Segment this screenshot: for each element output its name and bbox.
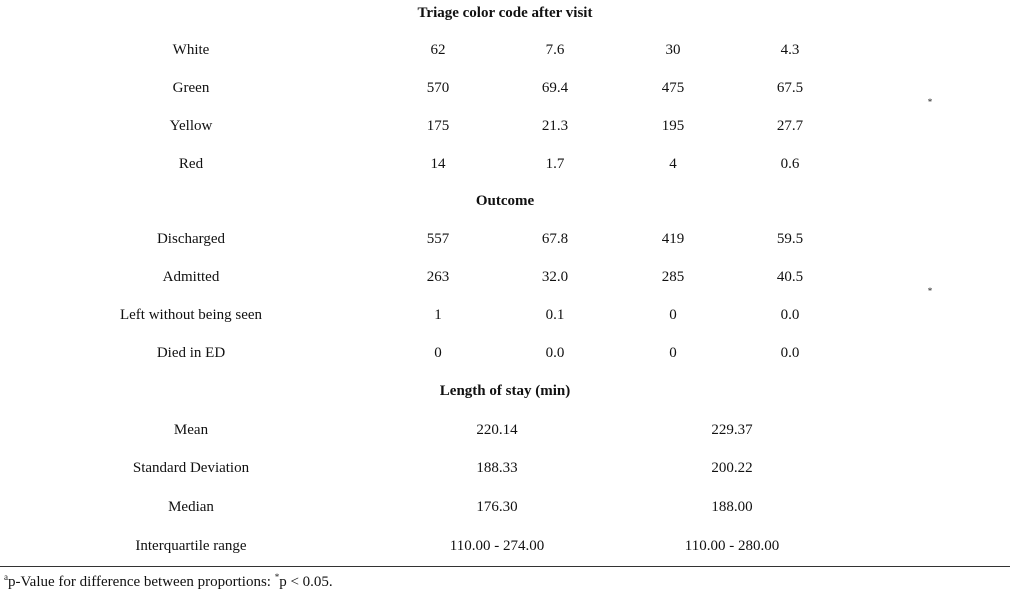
cell-count-1: 14 (430, 156, 446, 172)
cell-group-2: 200.22 (711, 460, 753, 476)
row-label: Died in ED (156, 345, 226, 361)
table-row: Median 176.30 188.00 (0, 497, 1010, 517)
significance-marker-outcome: * (927, 286, 933, 296)
table-row: Admitted 263 32.0 285 40.5 (0, 267, 1010, 287)
table-row: Green 570 69.4 475 67.5 (0, 78, 1010, 98)
row-label: Mean (173, 422, 209, 438)
table-row: Discharged 557 67.8 419 59.5 (0, 229, 1010, 249)
footnote-superscript-a: a (4, 572, 8, 582)
cell-group-1: 176.30 (476, 499, 518, 515)
cell-percent-2: 0.0 (780, 345, 800, 361)
cell-count-2: 30 (665, 42, 681, 58)
table-row: Left without being seen 1 0.1 0 0.0 (0, 305, 1010, 325)
row-label: Red (178, 156, 204, 172)
cell-count-2: 475 (661, 80, 685, 96)
cell-count-1: 263 (426, 269, 450, 285)
cell-percent-2: 27.7 (776, 118, 804, 134)
cell-group-2: 110.00 - 280.00 (684, 538, 780, 554)
cell-percent-1: 1.7 (545, 156, 565, 172)
cell-percent-1: 32.0 (541, 269, 569, 285)
table-footnote: ap-Value for difference between proporti… (4, 572, 333, 592)
table-row: Red 14 1.7 4 0.6 (0, 154, 1010, 174)
cell-count-1: 175 (426, 118, 450, 134)
cell-group-1: 188.33 (476, 460, 518, 476)
footnote-superscript-star: * (274, 572, 280, 582)
section-heading-length-of-stay: Length of stay (min) (439, 383, 571, 399)
footnote-text-b: p < 0.05. (279, 574, 333, 590)
cell-count-2: 0 (669, 345, 677, 361)
row-label: White (172, 42, 210, 58)
cell-group-2: 188.00 (711, 499, 753, 515)
cell-group-1: 110.00 - 274.00 (449, 538, 545, 554)
section-heading-outcome: Outcome (475, 193, 535, 209)
cell-percent-1: 67.8 (541, 231, 569, 247)
cell-count-2: 0 (669, 307, 677, 323)
cell-count-1: 62 (430, 42, 446, 58)
table-row: Mean 220.14 229.37 (0, 420, 1010, 440)
cell-count-2: 195 (661, 118, 685, 134)
cell-percent-2: 59.5 (776, 231, 804, 247)
row-label: Yellow (169, 118, 213, 134)
row-label: Interquartile range (135, 538, 247, 554)
cell-count-1: 570 (426, 80, 450, 96)
cell-percent-2: 40.5 (776, 269, 804, 285)
cell-group-2: 229.37 (711, 422, 753, 438)
table-row: White 62 7.6 30 4.3 (0, 40, 1010, 60)
section-heading-triage: Triage color code after visit (417, 5, 593, 21)
row-label: Admitted (162, 269, 220, 285)
cell-percent-2: 4.3 (780, 42, 800, 58)
row-label: Discharged (156, 231, 226, 247)
cell-count-2: 4 (669, 156, 677, 172)
cell-count-1: 557 (426, 231, 450, 247)
cell-percent-1: 0.1 (545, 307, 565, 323)
cell-percent-2: 67.5 (776, 80, 804, 96)
cell-percent-2: 0.6 (780, 156, 800, 172)
row-label: Left without being seen (119, 307, 263, 323)
cell-percent-1: 0.0 (545, 345, 565, 361)
cell-percent-2: 0.0 (780, 307, 800, 323)
cell-count-1: 0 (434, 345, 442, 361)
table-row: Standard Deviation 188.33 200.22 (0, 458, 1010, 478)
cell-count-1: 1 (434, 307, 442, 323)
cell-group-1: 220.14 (476, 422, 518, 438)
row-label: Green (172, 80, 210, 96)
cell-count-2: 419 (661, 231, 685, 247)
table-bottom-rule (0, 566, 1010, 567)
cell-percent-1: 7.6 (545, 42, 565, 58)
table-row: Died in ED 0 0.0 0 0.0 (0, 343, 1010, 363)
table-row: Interquartile range 110.00 - 274.00 110.… (0, 536, 1010, 556)
cell-percent-1: 69.4 (541, 80, 569, 96)
row-label: Standard Deviation (132, 460, 250, 476)
significance-marker-triage: * (927, 97, 933, 107)
footnote-text-a: p-Value for difference between proportio… (8, 574, 275, 590)
row-label: Median (168, 499, 214, 515)
table-row: Yellow 175 21.3 195 27.7 (0, 116, 1010, 136)
cell-percent-1: 21.3 (541, 118, 569, 134)
cell-count-2: 285 (661, 269, 685, 285)
